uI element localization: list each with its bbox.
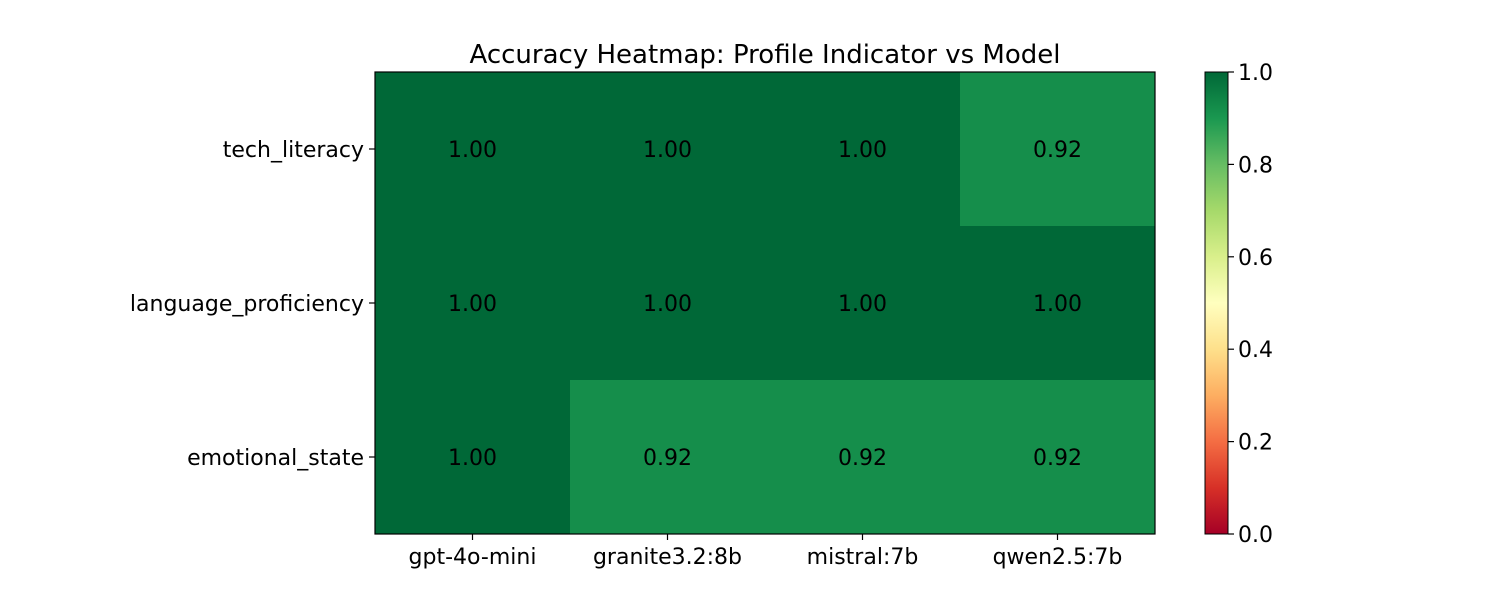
y-tick-label: emotional_state <box>187 446 364 471</box>
y-tick-label: tech_literacy <box>223 138 364 163</box>
chart-title: Accuracy Heatmap: Profile Indicator vs M… <box>470 40 1061 70</box>
colorbar-tick-label: 0.0 <box>1238 523 1273 548</box>
heatmap-cell <box>570 72 766 227</box>
heatmap-cell <box>960 72 1156 227</box>
heatmap-cell <box>570 380 766 535</box>
colorbar-tick-label: 0.4 <box>1238 338 1273 363</box>
colorbar-tick-label: 0.8 <box>1238 153 1273 178</box>
heatmap-cell <box>960 380 1156 535</box>
heatmap-cell <box>570 226 766 381</box>
cell-value-label: 1.00 <box>643 138 692 163</box>
heatmap-cells <box>375 72 1156 535</box>
cell-value-label: 1.00 <box>448 446 497 471</box>
heatmap-cell <box>375 72 571 227</box>
heatmap-cell-labels: 1.00 1.00 1.00 0.92 1.00 1.00 1.00 1.00 1.00 0.92… <box>448 138 1082 471</box>
cell-value-label: 1.00 <box>838 138 887 163</box>
heatmap-cell <box>375 380 571 535</box>
heatmap-cell <box>960 226 1156 381</box>
y-axis-ticks: tech_literacy language_proficiencyemotion… <box>130 138 375 471</box>
colorbar-tick-label: 0.6 <box>1238 246 1273 271</box>
x-tick-label: qwen2.5:7b <box>993 545 1123 570</box>
cell-value-label: 0.92 <box>643 446 692 471</box>
x-axis-ticks: gpt-4o-mini granite3.2:8b mistral:7b qwen2.… <box>409 534 1123 570</box>
x-tick-label: mistral:7b <box>807 545 919 570</box>
colorbar: 0.0 0.2 0.4 0.6 0.8 1.0 <box>1204 61 1273 548</box>
cell-value-label: 1.00 <box>448 292 497 317</box>
heatmap-cell <box>375 226 571 381</box>
heatmap-cell <box>765 380 961 535</box>
x-tick-label: gpt-4o-mini <box>409 545 537 570</box>
cell-value-label: 1.00 <box>1033 292 1082 317</box>
colorbar-ticks: 0.0 0.2 0.4 0.6 0.8 1.0 <box>1228 61 1273 548</box>
heatmap-cell <box>765 226 961 381</box>
x-tick-label: granite3.2:8b <box>593 545 742 570</box>
cell-value-label: 0.92 <box>1033 138 1082 163</box>
cell-value-label: 0.92 <box>1033 446 1082 471</box>
cell-value-label: 1.00 <box>643 292 692 317</box>
y-tick-label: language_proficiency <box>130 292 364 317</box>
cell-value-label: 1.00 <box>448 138 497 163</box>
heatmap-cell <box>765 72 961 227</box>
cell-value-label: 1.00 <box>838 292 887 317</box>
colorbar-tick-label: 1.0 <box>1238 61 1273 86</box>
cell-value-label: 0.92 <box>838 446 887 471</box>
colorbar-tick-label: 0.2 <box>1238 431 1273 456</box>
colorbar-gradient <box>1204 71 1229 535</box>
